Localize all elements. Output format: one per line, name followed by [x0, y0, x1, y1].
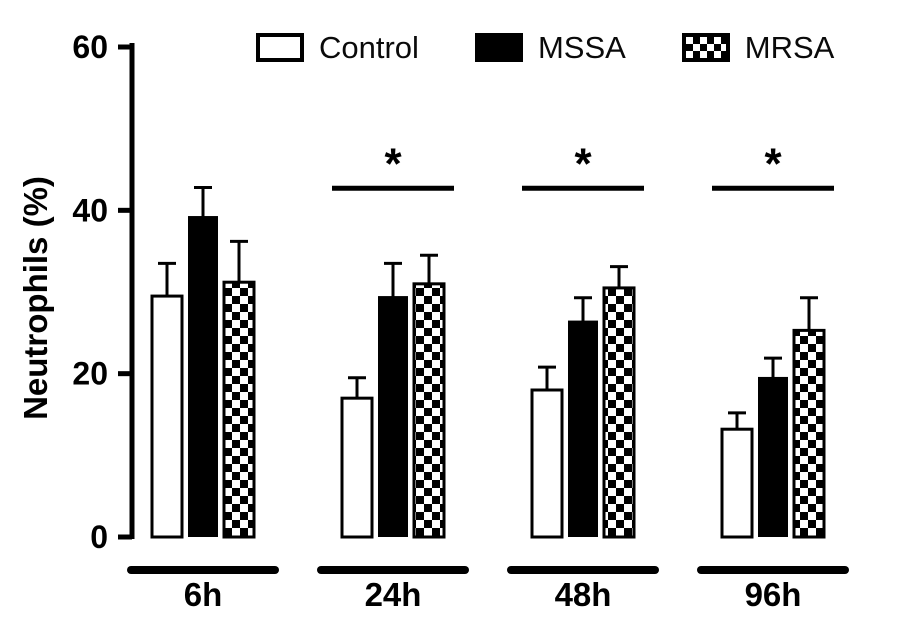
- legend-item-mssa: MSSA: [474, 30, 626, 65]
- bar-mrsa: [222, 280, 256, 539]
- bar-mrsa: [412, 282, 446, 539]
- bar-mssa: [378, 296, 408, 537]
- bar-mssa: [568, 320, 598, 537]
- bar-group: 24h: [317, 253, 469, 613]
- bar-mrsa: [602, 286, 636, 539]
- category-label: 24h: [365, 576, 422, 613]
- legend-item-mrsa: MRSA: [681, 30, 835, 65]
- legend: Control MSSA MRSA: [256, 32, 890, 63]
- bar-mssa: [188, 216, 218, 538]
- bar-control: [530, 388, 564, 539]
- black-solid-swatch: [474, 33, 523, 62]
- bar-control: [150, 294, 184, 539]
- category-label: 96h: [745, 576, 802, 613]
- significance-marker: *: [712, 139, 834, 191]
- bar-group: 96h: [697, 296, 849, 613]
- checkerboard-swatch: [681, 33, 730, 62]
- y-tick-label: 60: [72, 29, 108, 65]
- significance-marker: *: [332, 139, 454, 191]
- white-solid-swatch: [256, 33, 304, 62]
- y-axis: 0 20 40 60: [72, 29, 135, 555]
- legend-label-mssa: MSSA: [537, 30, 626, 65]
- legend-label-control: Control: [319, 30, 419, 65]
- y-axis-label: Neutrophils (%): [17, 176, 54, 420]
- legend-item-control: Control: [256, 32, 419, 63]
- legend-label-mrsa: MRSA: [744, 30, 835, 65]
- bar-mssa: [758, 376, 788, 537]
- asterisk-label: *: [384, 139, 402, 188]
- y-tick-label: 20: [72, 356, 108, 392]
- category-label: 48h: [555, 576, 612, 613]
- y-tick-label: 40: [72, 192, 108, 228]
- bar-group: 48h: [507, 265, 659, 613]
- significance-marker: *: [522, 139, 644, 191]
- bar-control: [720, 427, 754, 539]
- asterisk-label: *: [574, 139, 592, 188]
- asterisk-label: *: [764, 139, 782, 188]
- bar-group: 6h: [127, 185, 279, 613]
- y-tick-label: 0: [90, 519, 108, 555]
- category-label: 6h: [184, 576, 223, 613]
- bar-mrsa: [792, 328, 826, 539]
- bar-control: [340, 396, 374, 539]
